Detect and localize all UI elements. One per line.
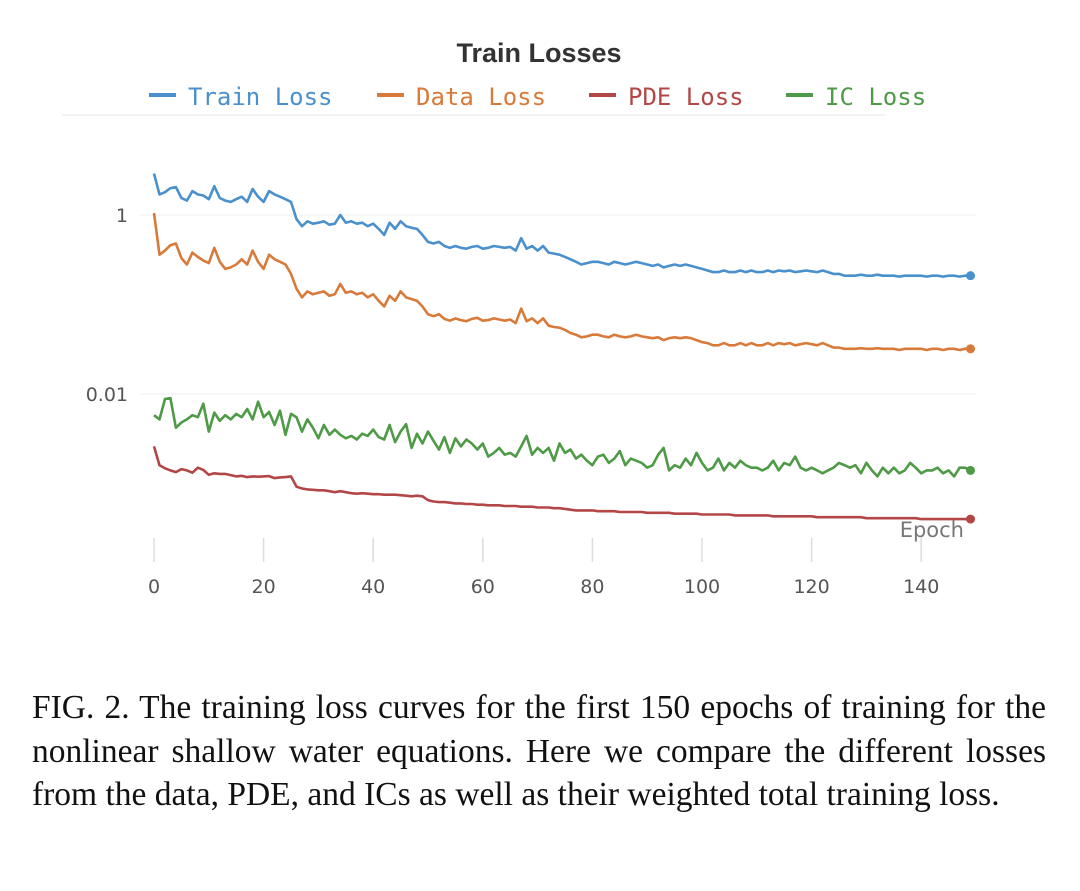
legend-label-pde-loss: PDE Loss xyxy=(628,83,744,111)
chart-title: Train Losses xyxy=(456,38,621,68)
series-line-ic-loss xyxy=(153,396,972,478)
x-tick-label-0: 0 xyxy=(148,576,160,598)
x-tick-label-60: 60 xyxy=(471,576,495,598)
x-tick-label-40: 40 xyxy=(361,576,385,598)
y-tick-label-1: 1 xyxy=(116,205,128,227)
x-tick-label-80: 80 xyxy=(580,576,604,598)
legend-item-ic-loss[interactable]: IC Loss xyxy=(786,83,926,111)
series-layer xyxy=(152,173,976,524)
series-end-marker-ic-loss xyxy=(966,465,976,475)
x-axis-ticks: 0 20 40 60 80 100 120 140 xyxy=(148,538,939,598)
legend-item-train-loss[interactable]: Train Loss xyxy=(149,83,333,111)
y-gridlines xyxy=(140,214,976,395)
series-end-marker-pde-loss xyxy=(966,514,976,524)
x-tick-label-20: 20 xyxy=(252,576,276,598)
y-tick-label-0.01: 0.01 xyxy=(86,384,128,406)
x-tick-label-140: 140 xyxy=(903,576,939,598)
series-line-pde-loss xyxy=(152,446,971,521)
legend-item-pde-loss[interactable]: PDE Loss xyxy=(589,83,744,111)
legend-label-data-loss: Data Loss xyxy=(416,83,546,111)
figure-caption: FIG. 2. The training loss curves for the… xyxy=(32,689,1046,813)
legend: Train Loss Data Loss PDE Loss IC Loss xyxy=(149,83,926,111)
legend-label-train-loss: Train Loss xyxy=(188,83,333,111)
series-end-marker-train-loss xyxy=(966,271,976,281)
x-tick-label-120: 120 xyxy=(793,576,829,598)
series-line-data-loss xyxy=(152,212,971,352)
legend-item-data-loss[interactable]: Data Loss xyxy=(377,83,546,111)
x-tick-label-100: 100 xyxy=(684,576,720,598)
series-end-marker-data-loss xyxy=(966,344,976,354)
loss-chart: Train Losses Train Loss Data Loss PDE Lo… xyxy=(62,38,976,598)
x-axis-label: Epoch xyxy=(900,518,964,542)
series-line-train-loss xyxy=(152,173,971,278)
legend-label-ic-loss: IC Loss xyxy=(825,83,926,111)
